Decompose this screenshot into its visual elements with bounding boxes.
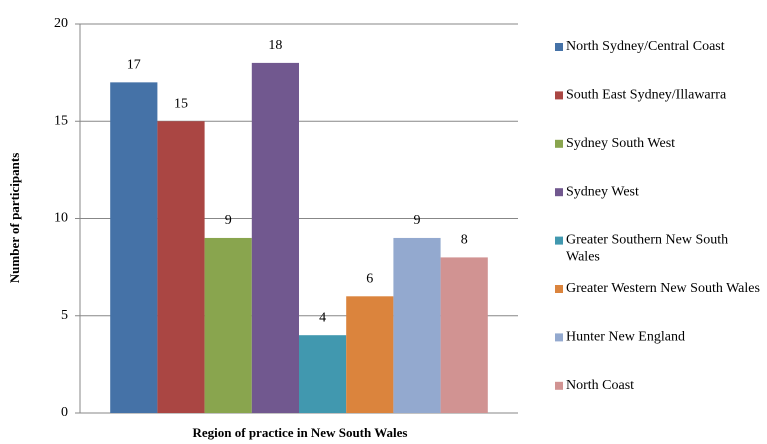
bar — [157, 121, 205, 413]
data-label: 4 — [319, 310, 326, 325]
legend-label: North Coast — [566, 378, 634, 393]
bar — [204, 237, 252, 413]
legend-label: Sydney West — [566, 184, 639, 199]
bar — [251, 62, 299, 414]
y-tick-label: 20 — [54, 16, 68, 31]
bar — [299, 335, 347, 413]
bar — [393, 237, 441, 413]
legend-swatch — [555, 236, 563, 245]
legend-swatch — [555, 333, 563, 342]
bar — [440, 257, 488, 413]
legend-label: South East Sydney/Illawarra — [566, 88, 727, 103]
data-label: 17 — [127, 58, 141, 73]
legend-label: Greater Southern New South Wales — [566, 233, 732, 265]
data-label: 18 — [268, 38, 282, 53]
legend-label: Sydney South West — [566, 136, 675, 151]
legend-line: Wales — [566, 250, 600, 265]
legend-label: Greater Western New South Wales — [566, 281, 760, 296]
y-tick-label: 0 — [61, 405, 68, 420]
data-label: 15 — [174, 96, 188, 111]
y-axis-title: Number of participants — [7, 153, 22, 283]
y-tick-label: 10 — [54, 211, 68, 226]
data-label: 9 — [225, 213, 232, 228]
legend-swatch — [555, 43, 563, 51]
data-label: 8 — [461, 233, 468, 248]
bar — [346, 296, 394, 413]
x-axis-title: Region of practice in New South Wales — [193, 425, 408, 440]
legend-label: North Sydney/Central Coast — [566, 39, 725, 54]
y-tick-label: 5 — [61, 308, 68, 323]
legend-swatch — [555, 381, 563, 390]
legend-label: Hunter New England — [566, 330, 685, 345]
legend-line: Greater Southern New South — [566, 233, 732, 248]
data-label: 6 — [366, 272, 373, 287]
legend-swatch — [555, 285, 563, 293]
legend-swatch — [555, 188, 563, 197]
data-label: 9 — [414, 213, 421, 228]
y-tick-label: 15 — [54, 113, 68, 128]
bar — [110, 82, 158, 413]
legend-swatch — [555, 139, 563, 148]
legend-swatch — [555, 91, 563, 100]
